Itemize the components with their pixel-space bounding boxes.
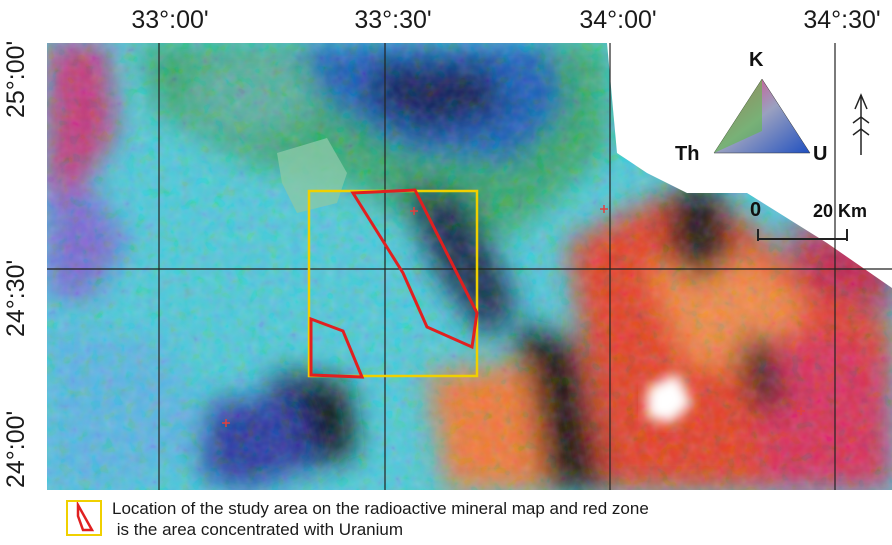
ternary-label-u: U bbox=[813, 143, 828, 165]
legend-line-1: Location of the study area on the radioa… bbox=[112, 499, 649, 518]
north-arrow-icon bbox=[852, 93, 870, 155]
graticule bbox=[47, 43, 892, 490]
radiometric-map-image bbox=[47, 43, 892, 490]
longitude-label-34-30: 34°:30' bbox=[803, 6, 881, 34]
survey-markers bbox=[222, 205, 805, 427]
latitude-label-24-30: 24°:30' bbox=[2, 259, 30, 337]
longitude-label-33-30: 33°:30' bbox=[354, 6, 432, 34]
uranium-zone-south bbox=[309, 316, 365, 379]
longitude-label-33-00: 33°:00' bbox=[131, 6, 209, 34]
latitude-label-25-00: 25°:00' bbox=[2, 40, 30, 118]
latitude-label-24-00: 24°:00' bbox=[2, 410, 30, 488]
scale-label-end: 20 Km bbox=[813, 201, 868, 221]
ternary-label-k: K bbox=[749, 49, 764, 71]
legend-symbol bbox=[66, 500, 102, 536]
legend-line-2: is the area concentrated with Uranium bbox=[112, 520, 404, 539]
legend-text: Location of the study area on the radioa… bbox=[112, 498, 649, 540]
scale-bar bbox=[757, 229, 848, 241]
uranium-zone-north bbox=[350, 188, 479, 350]
radiometric-map: K Th U 0 20 Km bbox=[47, 43, 892, 490]
ternary-legend bbox=[713, 78, 811, 154]
longitude-label-34-00: 34°:00' bbox=[579, 6, 657, 34]
ternary-label-th: Th bbox=[675, 143, 700, 165]
scale-label-start: 0 bbox=[750, 199, 762, 221]
